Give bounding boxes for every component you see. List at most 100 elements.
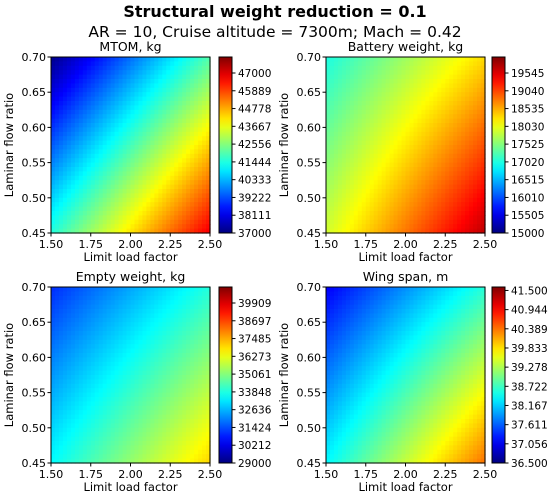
heatmap-cell (349, 167, 355, 172)
heatmap-cell (58, 127, 64, 133)
heatmap-cell (94, 175, 100, 181)
heatmap-cell (357, 61, 363, 67)
heatmap-cell (190, 87, 195, 93)
heatmap-cell (118, 427, 124, 433)
heatmap-cell (369, 61, 375, 67)
heatmap-cell (421, 118, 426, 124)
heatmap-cell (134, 445, 140, 451)
heatmap-cell (74, 388, 80, 394)
y-tick-label: 0.45 (22, 227, 47, 240)
heatmap-cell (126, 127, 132, 133)
heatmap-cell (178, 167, 183, 172)
heatmap-cell (74, 65, 80, 71)
heatmap-cell (54, 74, 60, 80)
heatmap-cell (429, 131, 434, 137)
heatmap-cell (82, 79, 88, 84)
heatmap-cell (66, 61, 72, 67)
heatmap-cell (417, 167, 423, 172)
heatmap-cell (94, 388, 100, 394)
heatmap-cell (477, 158, 482, 164)
heatmap-cell (98, 118, 104, 124)
heatmap-cell (333, 109, 339, 115)
heatmap-cell (182, 131, 187, 137)
heatmap-cell (326, 118, 331, 124)
heatmap-cell (453, 136, 458, 142)
heatmap-cell (182, 419, 187, 424)
heatmap-cell (62, 96, 68, 102)
colorbar-tick-label: 16515 (511, 175, 544, 187)
heatmap-cell (170, 405, 175, 411)
heatmap-cell (341, 162, 347, 168)
heatmap-cell (202, 228, 207, 234)
heatmap-cell (190, 202, 195, 208)
colorbar-tick-label: 16010 (511, 192, 544, 204)
heatmap-cell (481, 109, 486, 115)
heatmap-cell (182, 414, 187, 420)
heatmap-cell (150, 109, 155, 115)
heatmap-cell (114, 348, 120, 354)
heatmap-cell (361, 61, 367, 67)
heatmap-cell (385, 65, 391, 71)
heatmap-cell (194, 291, 199, 297)
heatmap-cell (118, 193, 124, 199)
heatmap-cell (62, 215, 68, 221)
heatmap-cell (82, 458, 88, 464)
heatmap-cell (457, 202, 462, 208)
heatmap-cell (365, 74, 371, 80)
heatmap-cell (126, 322, 132, 328)
heatmap-cell (126, 219, 132, 225)
heatmap-cell (154, 366, 159, 372)
heatmap-cell (353, 65, 359, 71)
heatmap-cell (86, 158, 92, 164)
heatmap-cell (373, 114, 379, 120)
heatmap-cell (174, 153, 179, 159)
heatmap-cell (465, 180, 470, 186)
heatmap-cell (106, 87, 112, 93)
heatmap-cell (82, 189, 88, 194)
heatmap-cell (62, 70, 68, 76)
heatmap-cell (469, 70, 474, 76)
heatmap-cell (461, 105, 466, 111)
heatmap-cell (154, 449, 159, 455)
heatmap-cell (162, 79, 167, 84)
heatmap-cell (82, 454, 88, 460)
heatmap-cell (465, 193, 470, 199)
heatmap-cell (98, 197, 104, 203)
heatmap-cell (174, 109, 179, 115)
heatmap-cell (341, 171, 347, 177)
heatmap-cell (182, 101, 187, 106)
heatmap-cell (158, 309, 163, 314)
heatmap-cell (138, 317, 144, 323)
heatmap-cell (82, 149, 88, 155)
heatmap-cell (106, 79, 112, 84)
heatmap-cell (461, 215, 466, 221)
heatmap-cell (58, 101, 64, 106)
heatmap-cell (86, 388, 92, 394)
heatmap-cell (118, 287, 124, 292)
heatmap-cell (98, 158, 104, 164)
heatmap-cell (94, 366, 100, 372)
heatmap-cell (62, 348, 68, 354)
heatmap-cell (461, 101, 466, 106)
heatmap-cell (329, 123, 335, 128)
heatmap-cell (146, 127, 151, 133)
heatmap-cell (146, 348, 151, 354)
heatmap-cell (106, 184, 112, 190)
heatmap-cell (182, 92, 187, 98)
heatmap-cell (118, 339, 124, 345)
heatmap-cell (361, 92, 367, 98)
heatmap-cell (333, 114, 339, 120)
heatmap-cell (106, 105, 112, 111)
heatmap-cell (122, 401, 128, 407)
heatmap-cell (429, 175, 434, 181)
heatmap-cell (333, 105, 339, 111)
heatmap-cell (114, 361, 120, 367)
heatmap-cell (326, 206, 331, 212)
heatmap-cell (417, 215, 423, 221)
heatmap-cell (206, 339, 211, 345)
y-tick-label: 0.60 (22, 351, 47, 364)
heatmap-cell (202, 193, 207, 199)
heatmap-cell (329, 87, 335, 93)
heatmap-cell (373, 193, 379, 199)
heatmap-cell (122, 304, 128, 310)
